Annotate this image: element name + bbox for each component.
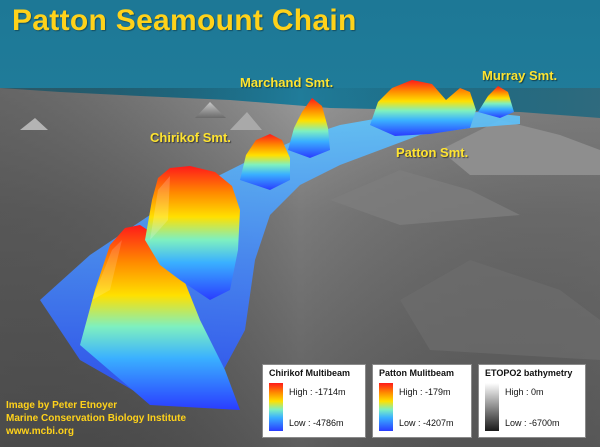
color-ramp [379,383,393,431]
credit-organization: Marine Conservation Biology Institute [6,413,187,424]
color-ramp [269,383,283,431]
label-marchand-seamount: Marchand Smt. [240,75,334,90]
label-patton-seamount: Patton Smt. [396,145,469,160]
gray-ridge [230,112,262,130]
gray-ridge [330,170,520,225]
seamount-small [240,134,290,190]
legend-low-value: Low : -4786m [289,418,344,428]
legend-low-value: Low : -4207m [399,418,454,428]
gray-ridge [400,260,600,360]
map-title: Patton Seamount Chain [12,4,357,37]
credit-website: www.mcbi.org [6,426,74,437]
seamount-marchand [288,98,330,158]
legend-title: Patton Mulitbeam [379,368,455,378]
label-chirikof-seamount: Chirikof Smt. [150,130,231,145]
legend-low-value: Low : -6700m [505,418,560,428]
legend-chirikof-multibeam: Chirikof Multibeam High : -1714m Low : -… [262,364,366,438]
seamount-chirikof-lower [80,225,240,410]
legend-high-value: High : 0m [505,387,544,397]
legend-high-value: High : -1714m [289,387,346,397]
legend-title: ETOPO2 bathymetry [485,368,573,378]
legend-etopo2-bathymetry: ETOPO2 bathymetry High : 0m Low : -6700m [478,364,586,438]
shading-highlight [150,176,170,240]
label-murray-seamount: Murray Smt. [482,68,558,83]
gray-ramp [485,383,499,431]
shading-highlight [92,240,122,300]
gray-ridge [440,120,600,175]
legend-title: Chirikof Multibeam [269,368,351,378]
seamount-patton [370,80,476,136]
legend-high-value: High : -179m [399,387,451,397]
gray-ridge [20,118,48,130]
legend-patton-multibeam: Patton Mulitbeam High : -179m Low : -420… [372,364,472,438]
credit-author: Image by Peter Etnoyer [6,400,118,411]
seamount-chirikof [145,166,240,300]
seamount-murray [478,86,514,118]
gray-ridge [195,102,226,118]
